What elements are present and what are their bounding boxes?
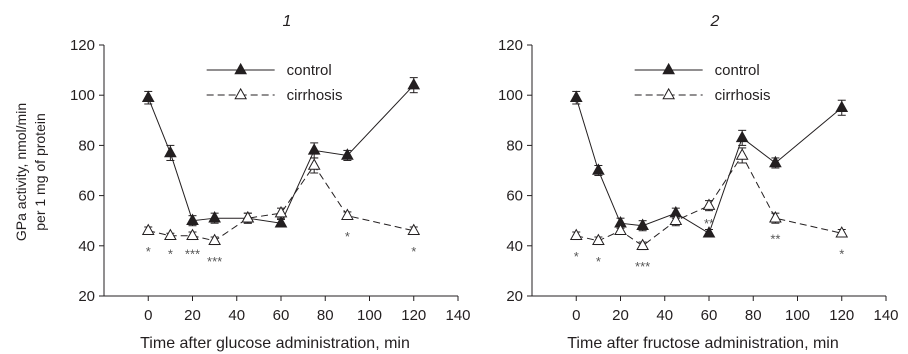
data-point-cirrhosis [592, 233, 605, 246]
y-axis-label-line1: GPa activity, nmol/min [13, 103, 29, 241]
significance-marker: ** [770, 231, 780, 246]
x-tick-label: 0 [572, 307, 580, 324]
data-point-control [835, 100, 849, 113]
data-point-cirrhosis [241, 211, 255, 223]
data-point-control [702, 226, 716, 238]
data-point-cirrhosis [141, 223, 155, 236]
y-tick-label: 120 [70, 37, 95, 54]
chart-panel-1: 20 40 60 80 100 120 0 20 40 60 80 100 120 140 1 Time af… [70, 13, 471, 352]
significance-marker: * [411, 244, 416, 259]
legend-label-cirrhosis: cirrhosis [715, 87, 771, 104]
series-cirrhosis [141, 157, 421, 246]
y-tick-label: 60 [78, 188, 95, 205]
data-point-cirrhosis [186, 228, 199, 241]
x-tick-label: 80 [745, 307, 762, 324]
data-point-control [735, 130, 749, 143]
data-point-control [274, 216, 288, 228]
x-tick-label: 40 [228, 307, 245, 324]
series-control [569, 90, 849, 238]
data-point-cirrhosis [307, 158, 321, 170]
data-point-cirrhosis [164, 228, 177, 241]
series-line-control [147, 84, 415, 224]
series-control [141, 77, 421, 228]
data-point-control [592, 163, 605, 175]
legend-label-cirrhosis: cirrhosis [287, 87, 343, 104]
y-tick-label: 80 [78, 137, 95, 154]
data-point-cirrhosis [569, 228, 583, 241]
y-axis-label-line2: per 1 mg of protein [32, 113, 48, 231]
significance-marker: *** [635, 259, 650, 274]
data-point-control [307, 143, 321, 155]
data-point-cirrhosis [735, 148, 749, 160]
x-tick-label: 20 [184, 307, 201, 324]
data-point-cirrhosis [614, 223, 627, 236]
x-tick-label: 120 [829, 307, 854, 324]
series-cirrhosis [569, 147, 849, 251]
legend: control cirrhosis [634, 62, 771, 104]
legend-marker-control [234, 62, 248, 75]
significance-marker: *** [185, 246, 200, 261]
x-tick-label: 0 [144, 307, 152, 324]
legend-label-control: control [715, 62, 760, 79]
significance-marker: *** [207, 254, 222, 269]
legend: control cirrhosis [206, 62, 343, 104]
data-point-cirrhosis [208, 233, 221, 246]
data-point-control [141, 90, 155, 102]
legend-marker-cirrhosis [234, 87, 248, 100]
x-axis-label: Time after glucose administration, min [140, 335, 410, 352]
legend-label-control: control [287, 62, 332, 79]
x-tick-label: 140 [873, 307, 898, 324]
data-point-control [341, 148, 354, 160]
y-tick-label: 40 [78, 238, 95, 255]
series-line-control [575, 97, 843, 234]
data-point-cirrhosis [407, 223, 421, 236]
significance-marker: * [574, 249, 579, 264]
x-tick-label: 100 [785, 307, 810, 324]
data-point-cirrhosis [769, 211, 782, 223]
x-tick-label: 60 [701, 307, 718, 324]
data-point-control [407, 77, 421, 90]
y-tick-label: 120 [498, 37, 523, 54]
data-point-control [164, 145, 177, 158]
data-point-cirrhosis [274, 206, 288, 218]
data-point-control [636, 218, 649, 230]
significance-marker: * [839, 246, 844, 261]
x-tick-label: 60 [273, 307, 290, 324]
data-point-cirrhosis [669, 213, 683, 225]
legend-marker-control [662, 62, 676, 75]
y-tick-label: 80 [506, 137, 523, 154]
x-tick-label: 80 [317, 307, 334, 324]
significance-marker: * [168, 246, 173, 261]
significance-marker: * [146, 244, 151, 259]
series-line-cirrhosis [148, 164, 414, 242]
data-point-cirrhosis [636, 238, 649, 251]
data-point-control [769, 155, 782, 168]
panel-title: 2 [710, 13, 720, 30]
data-point-cirrhosis [702, 198, 716, 210]
x-axis-label: Time after fructose administration, min [567, 335, 839, 352]
significance-marker: * [596, 254, 601, 269]
data-point-cirrhosis [341, 208, 354, 220]
significance-marker: * [345, 229, 350, 244]
y-tick-label: 20 [506, 288, 523, 305]
x-tick-label: 100 [357, 307, 382, 324]
x-tick-label: 40 [656, 307, 673, 324]
x-tick-label: 120 [401, 307, 426, 324]
panel-title: 1 [283, 13, 292, 30]
chart-panel-2: 20 40 60 80 100 120 0 20 40 60 80 100 120 140 2 Time af… [498, 13, 899, 352]
y-tick-label: 60 [506, 188, 523, 205]
x-tick-label: 140 [445, 307, 470, 324]
x-tick-label: 20 [612, 307, 629, 324]
data-point-cirrhosis [835, 226, 849, 238]
y-tick-label: 40 [506, 238, 523, 255]
data-point-control [208, 211, 221, 223]
y-tick-label: 100 [70, 87, 95, 104]
y-tick-label: 100 [498, 87, 523, 104]
significance-marker: ** [704, 216, 714, 231]
data-point-control [569, 90, 583, 102]
legend-marker-cirrhosis [662, 87, 676, 100]
y-tick-label: 20 [78, 288, 95, 305]
data-point-control [186, 213, 199, 225]
